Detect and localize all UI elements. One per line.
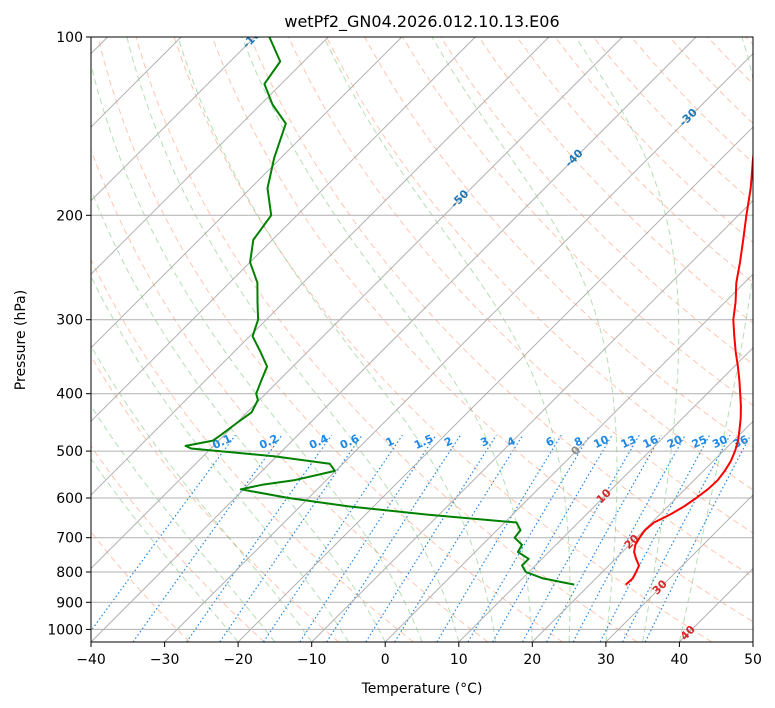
dewpoint-profile xyxy=(184,37,575,586)
mixing-ratio-label: 16 xyxy=(641,433,661,451)
mixing-ratio-label: 30 xyxy=(710,433,730,451)
y-axis-title: Pressure (hPa) xyxy=(13,290,29,390)
moist-adiabat-line xyxy=(126,37,460,642)
isotherm-line xyxy=(605,494,753,642)
dry-adiabat-line xyxy=(91,355,340,642)
dry-adiabat-line xyxy=(173,37,713,642)
isotherm-line xyxy=(91,37,403,349)
x-tick-label: −30 xyxy=(150,652,180,668)
moist-adiabat-line xyxy=(323,37,571,642)
isotherm-grid xyxy=(91,37,753,642)
mixing-ratio-line xyxy=(436,434,562,642)
mixing-ratio-line xyxy=(365,434,497,642)
mixing-ratio-line xyxy=(326,434,461,642)
temperature-profile xyxy=(625,149,753,586)
moist-adiabat-line xyxy=(91,404,276,642)
mixing-ratio-line xyxy=(644,434,752,642)
x-tick-label: 50 xyxy=(744,652,762,668)
isotherm-line xyxy=(458,347,753,642)
y-tick-label: 1000 xyxy=(47,622,83,638)
y-tick-label: 700 xyxy=(56,531,83,547)
isotherm-line xyxy=(164,52,753,642)
x-tick-label: 0 xyxy=(381,652,390,668)
isotherm-line xyxy=(531,420,753,642)
dry-adiabats xyxy=(91,37,753,642)
x-axis-ticks: −40 −30 −20 −10 0 10 20 30 40 50 xyxy=(76,642,762,668)
mixing-ratio-line xyxy=(186,434,332,642)
dry-adiabat-line xyxy=(326,37,753,491)
isotherm-line xyxy=(91,37,476,423)
y-tick-label: 100 xyxy=(56,30,83,46)
dry-adiabat-line xyxy=(249,37,753,578)
dry-adiabat-line xyxy=(91,258,414,642)
profile-series xyxy=(184,37,753,586)
x-axis-title: Temperature (°C) xyxy=(361,681,483,697)
mixing-ratio-label: 20 xyxy=(665,433,685,451)
y-tick-label: 900 xyxy=(56,595,83,611)
mixing-ratio-line xyxy=(492,434,613,642)
isotherm-line xyxy=(91,37,329,275)
mixing-ratio-line xyxy=(91,434,236,632)
y-tick-label: 400 xyxy=(56,387,83,403)
mixing-ratio-label: 10 xyxy=(592,433,612,451)
y-tick-label: 300 xyxy=(56,313,83,329)
x-tick-label: 10 xyxy=(450,652,468,668)
x-tick-label: −10 xyxy=(297,652,327,668)
y-tick-label: 200 xyxy=(56,208,83,224)
dry-adiabat-line xyxy=(211,37,753,623)
mixing-ratio-line xyxy=(622,434,731,642)
dry-adiabat-line xyxy=(135,37,638,642)
isotherm-line xyxy=(91,37,550,496)
mixing-ratio-line xyxy=(546,434,662,642)
x-tick-label: −40 xyxy=(76,652,106,668)
isotherm-line xyxy=(384,273,753,642)
mixing-ratio-line xyxy=(219,434,363,642)
dry-adiabat-line xyxy=(97,37,563,642)
y-tick-label: 500 xyxy=(56,444,83,460)
isotherm-line xyxy=(91,37,623,570)
moist-adiabat-line xyxy=(91,275,349,642)
moist-adiabat-line xyxy=(91,188,386,642)
chart-title: wetPf2_GN04.2026.012.10.13.E06 xyxy=(284,12,559,32)
dry-adiabat-line xyxy=(91,445,265,642)
x-tick-label: −20 xyxy=(223,652,253,668)
moist-adiabat-line xyxy=(177,37,497,642)
isotherm-line xyxy=(311,199,753,642)
mixing-ratio-lines xyxy=(91,434,752,642)
x-tick-label: 40 xyxy=(670,652,688,668)
moist-adiabat-line xyxy=(431,37,618,642)
mixing-ratio-line xyxy=(521,434,640,642)
dry-adiabat-line xyxy=(287,37,753,534)
moist-adiabat-line xyxy=(678,37,753,642)
moist-adiabat-line xyxy=(241,37,533,642)
moist-adiabat-line xyxy=(575,37,680,642)
mixing-ratio-line xyxy=(572,434,686,642)
moist-adiabat-line xyxy=(91,62,423,642)
moist-adiabat-line xyxy=(91,457,239,642)
isotherm-line xyxy=(91,37,697,642)
plot-frame xyxy=(90,36,754,643)
pressure-grid xyxy=(91,37,753,630)
isotherm-line xyxy=(237,126,753,642)
x-tick-label: 30 xyxy=(597,652,615,668)
y-tick-label: 800 xyxy=(56,565,83,581)
mixing-ratio-label: 25 xyxy=(690,433,709,451)
y-axis-ticks: 1000 900 800 700 600 500 400 300 200 100 xyxy=(47,30,91,638)
y-tick-label: 600 xyxy=(56,491,83,507)
mixing-ratio-line xyxy=(467,434,591,642)
mixing-ratio-label: 13 xyxy=(619,433,638,451)
x-tick-label: 20 xyxy=(523,652,541,668)
isotherm-line xyxy=(91,37,256,202)
